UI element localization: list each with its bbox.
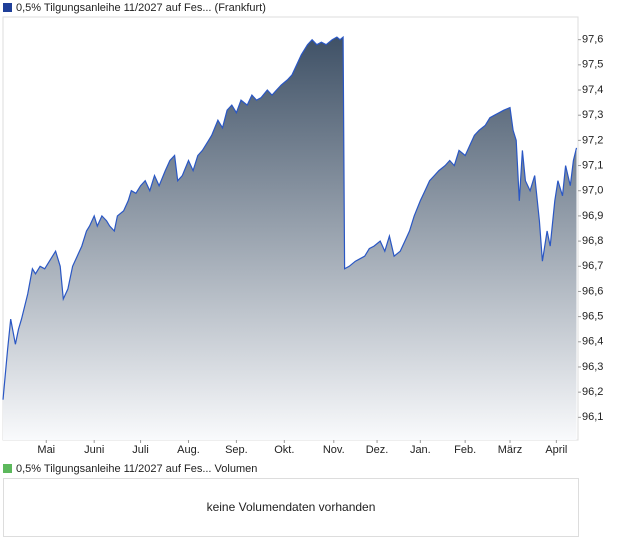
y-tick-label: 96,4 [582, 336, 603, 348]
legend-swatch [3, 464, 12, 473]
x-tick-label: Dez. [366, 444, 389, 456]
y-tick-label: 96,1 [582, 411, 603, 423]
y-tick-label: 97,1 [582, 159, 603, 171]
y-tick-label: 97,6 [582, 34, 603, 46]
volume-frame [3, 478, 579, 537]
x-tick-label: Mai [37, 444, 55, 456]
x-tick-label: Sep. [225, 444, 248, 456]
legend-label: 0,5% Tilgungsanleihe 11/2027 auf Fes... … [16, 463, 257, 475]
x-tick-label: Nov. [323, 444, 345, 456]
y-tick-label: 97,5 [582, 59, 603, 71]
x-tick-label: Jan. [410, 444, 431, 456]
y-tick-label: 97,3 [582, 109, 603, 121]
y-tick-label: 97,4 [582, 84, 603, 96]
volume-message: keine Volumendaten vorhanden [207, 500, 376, 514]
y-tick-label: 96,3 [582, 361, 603, 373]
area-fill [3, 37, 577, 440]
x-tick-label: Juni [84, 444, 104, 456]
y-tick-label: 96,2 [582, 386, 603, 398]
y-tick-label: 96,5 [582, 311, 603, 323]
x-tick-label: Aug. [177, 444, 200, 456]
y-tick-label: 96,9 [582, 210, 603, 222]
x-tick-label: März [498, 444, 522, 456]
legend-swatch [3, 3, 12, 12]
x-tick-label: Juli [132, 444, 149, 456]
y-tick-label: 96,6 [582, 285, 603, 297]
x-tick-label: Feb. [454, 444, 476, 456]
legend-label: 0,5% Tilgungsanleihe 11/2027 auf Fes... … [16, 2, 266, 14]
x-tick-label: April [545, 444, 567, 456]
price-line [2, 35, 578, 400]
y-tick-label: 97,0 [582, 185, 603, 197]
x-tick-label: Okt. [274, 444, 294, 456]
y-tick-label: 97,2 [582, 134, 603, 146]
y-tick-label: 96,7 [582, 260, 603, 272]
y-tick-label: 96,8 [582, 235, 603, 247]
